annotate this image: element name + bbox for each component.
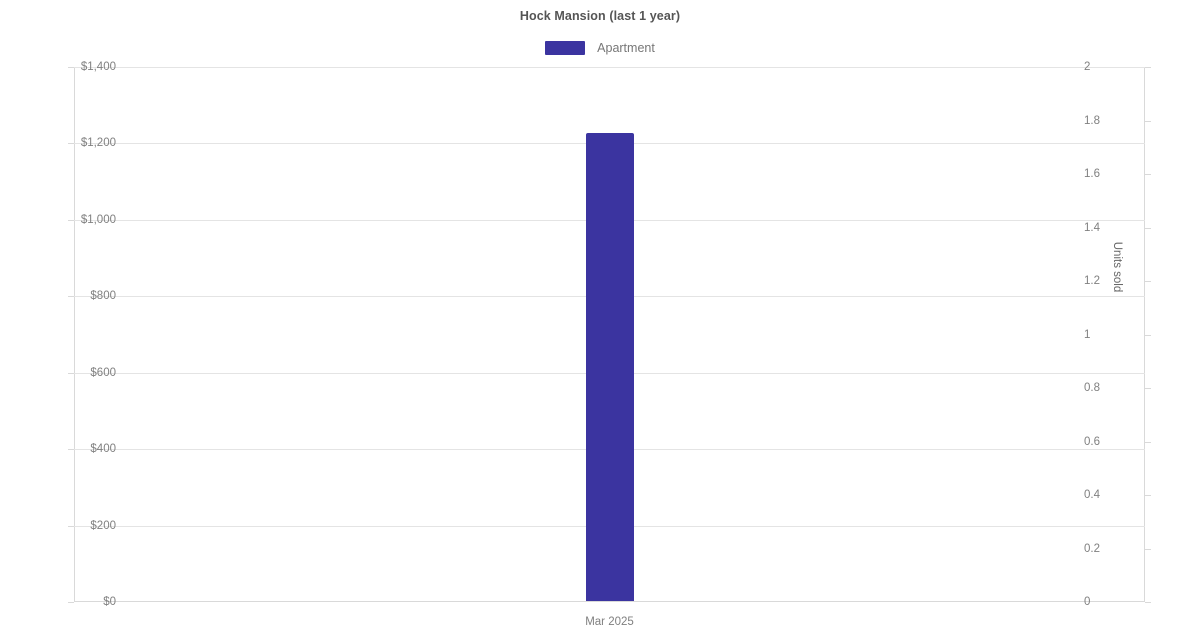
left-axis-tick xyxy=(68,372,74,374)
bar[interactable] xyxy=(585,132,634,601)
right-axis-tick xyxy=(1145,441,1151,443)
right-axis-title: Units sold xyxy=(1111,241,1123,293)
left-axis-tick-label: $400 xyxy=(90,443,116,456)
right-axis-tick-label: 1.6 xyxy=(1084,168,1100,180)
legend-label-apartment: Apartment xyxy=(597,41,655,55)
left-axis-tick xyxy=(68,449,74,451)
left-axis-tick-label: $1,400 xyxy=(80,61,116,73)
gridline xyxy=(74,67,1145,68)
right-axis-tick xyxy=(1145,227,1151,229)
right-axis-tick xyxy=(1145,281,1151,282)
right-axis-tick xyxy=(1145,67,1151,68)
right-axis-tick-label: 0 xyxy=(1084,596,1091,608)
right-axis-tick-label: 1.2 xyxy=(1084,275,1100,287)
right-axis-tick-label: 0.4 xyxy=(1084,489,1100,501)
left-axis-tick xyxy=(68,602,74,603)
left-axis-tick xyxy=(68,219,74,221)
left-axis-tick-label: $1,000 xyxy=(80,213,116,226)
left-axis-tick-label: $800 xyxy=(90,290,116,303)
left-axis-tick-label: $1,200 xyxy=(80,137,116,150)
legend-swatch-apartment xyxy=(545,41,586,55)
x-axis-tick-label: Mar 2025 xyxy=(585,616,634,628)
right-axis-tick xyxy=(1145,334,1151,336)
right-axis-tick xyxy=(1145,548,1151,550)
left-axis-tick-label: $0 xyxy=(103,596,116,608)
right-axis-tick-label: 1.8 xyxy=(1084,114,1100,127)
right-axis-tick-label: 1 xyxy=(1084,328,1091,341)
chart-legend: Apartment xyxy=(0,41,1200,55)
plot-area xyxy=(68,67,1151,603)
left-axis-line xyxy=(74,67,75,602)
left-axis-tick xyxy=(68,143,74,145)
left-axis-tick xyxy=(68,296,74,298)
right-axis-tick-label: 2 xyxy=(1084,61,1091,73)
right-axis-tick-label: 1.4 xyxy=(1084,221,1100,234)
legend-item-apartment[interactable]: Apartment xyxy=(545,41,655,55)
right-axis-line xyxy=(1144,67,1145,602)
left-axis-tick-label: $600 xyxy=(90,366,116,379)
chart-title: Hock Mansion (last 1 year) xyxy=(519,9,681,23)
left-axis-title: PSF Price xyxy=(0,241,3,293)
right-axis-tick xyxy=(1145,388,1151,389)
right-axis-tick-label: 0.6 xyxy=(1084,435,1100,448)
right-axis-tick xyxy=(1145,602,1151,603)
left-axis-tick-label: $200 xyxy=(90,519,116,532)
right-axis-tick-label: 0.8 xyxy=(1084,382,1100,394)
right-axis-tick xyxy=(1145,495,1151,496)
bars-layer xyxy=(74,67,1145,602)
left-axis-tick xyxy=(68,525,74,527)
right-axis-tick xyxy=(1145,120,1151,122)
right-axis-tick-label: 0.2 xyxy=(1084,542,1100,555)
left-axis-tick xyxy=(68,67,74,68)
right-axis-tick xyxy=(1145,174,1151,175)
x-axis-line xyxy=(74,601,1145,602)
